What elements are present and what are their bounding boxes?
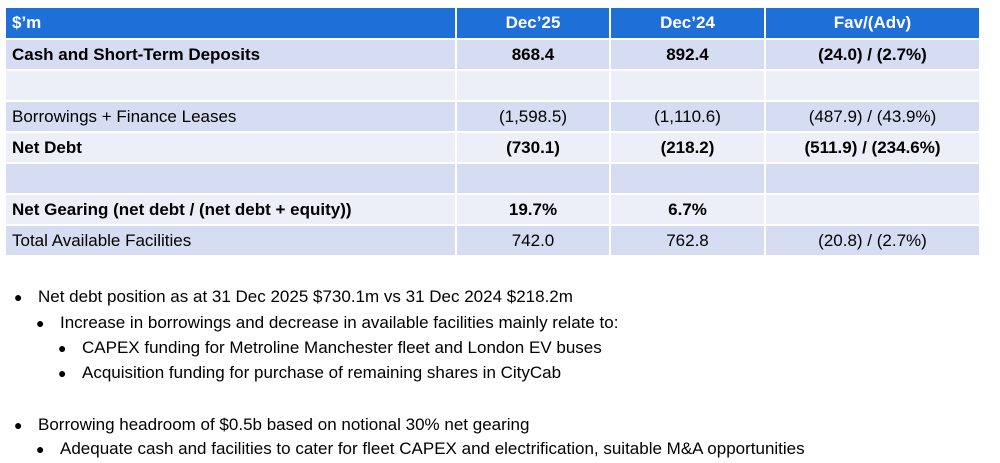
value-dec25: (1,598.5) <box>455 100 611 133</box>
net-debt-table: $’m Dec’25 Dec’24 Fav/(Adv) Cash and Sho… <box>4 6 981 257</box>
row-label <box>4 162 457 195</box>
value-fav-adv: (20.8) / (2.7%) <box>764 224 981 257</box>
value-dec24: (218.2) <box>609 131 766 164</box>
bullet-text: Acquisition funding for purchase of rema… <box>82 363 562 382</box>
bullet-item: ● Increase in borrowings and decrease in… <box>36 311 618 335</box>
row-label <box>4 69 457 102</box>
value-dec25: 742.0 <box>455 224 611 257</box>
row-label: Cash and Short-Term Deposits <box>4 38 457 71</box>
value-fav-adv <box>764 162 981 195</box>
header-dec24: Dec’24 <box>609 6 766 40</box>
bullet-text: Adequate cash and facilities to cater fo… <box>60 439 805 458</box>
bullet-dot-icon: ● <box>14 289 23 305</box>
value-dec24 <box>609 162 766 195</box>
table-row-spacer <box>4 162 981 195</box>
bullet-text: CAPEX funding for Metroline Manchester f… <box>82 338 602 357</box>
row-label: Borrowings + Finance Leases <box>4 100 457 133</box>
value-dec24: 762.8 <box>609 224 766 257</box>
bullet-text: Net debt position as at 31 Dec 2025 $730… <box>38 287 573 306</box>
value-dec24 <box>609 69 766 102</box>
bullet-dot-icon: ● <box>58 365 67 381</box>
bullet-item: ● Acquisition funding for purchase of re… <box>58 361 561 385</box>
row-label: Net Gearing (net debt / (net debt + equi… <box>4 193 457 226</box>
bullet-dot-icon: ● <box>36 315 45 331</box>
header-fav-adv: Fav/(Adv) <box>764 6 981 40</box>
value-dec24: 892.4 <box>609 38 766 71</box>
value-fav-adv: (487.9) / (43.9%) <box>764 100 981 133</box>
bullet-item: ● Adequate cash and facilities to cater … <box>36 437 805 461</box>
value-dec24: (1,110.6) <box>609 100 766 133</box>
header-dec25: Dec’25 <box>455 6 611 40</box>
value-dec25: 19.7% <box>455 193 611 226</box>
row-label: Net Debt <box>4 131 457 164</box>
value-dec25: 868.4 <box>455 38 611 71</box>
table-row-facilities: Total Available Facilities 742.0 762.8 (… <box>4 224 981 257</box>
value-dec25: (730.1) <box>455 131 611 164</box>
bullet-text: Increase in borrowings and decrease in a… <box>60 313 619 332</box>
value-dec25 <box>455 69 611 102</box>
bullet-text: Borrowing headroom of $0.5b based on not… <box>38 415 530 434</box>
table-header-row: $’m Dec’25 Dec’24 Fav/(Adv) <box>4 6 981 40</box>
table-row-borrowings: Borrowings + Finance Leases (1,598.5) (1… <box>4 100 981 133</box>
table-row-spacer <box>4 69 981 102</box>
bullet-item: ● Net debt position as at 31 Dec 2025 $7… <box>14 285 573 309</box>
header-currency: $’m <box>4 6 457 40</box>
bullet-dot-icon: ● <box>14 417 23 433</box>
row-label: Total Available Facilities <box>4 224 457 257</box>
bullet-dot-icon: ● <box>58 340 67 356</box>
value-fav-adv <box>764 193 981 226</box>
table-row-cash: Cash and Short-Term Deposits 868.4 892.4… <box>4 38 981 71</box>
bullet-dot-icon: ● <box>36 441 45 457</box>
bullet-item: ● Borrowing headroom of $0.5b based on n… <box>14 413 529 437</box>
value-dec25 <box>455 162 611 195</box>
table-row-net-gearing: Net Gearing (net debt / (net debt + equi… <box>4 193 981 226</box>
value-dec24: 6.7% <box>609 193 766 226</box>
value-fav-adv: (511.9) / (234.6%) <box>764 131 981 164</box>
value-fav-adv: (24.0) / (2.7%) <box>764 38 981 71</box>
table-row-net-debt: Net Debt (730.1) (218.2) (511.9) / (234.… <box>4 131 981 164</box>
bullet-item: ● CAPEX funding for Metroline Manchester… <box>58 336 602 360</box>
value-fav-adv <box>764 69 981 102</box>
